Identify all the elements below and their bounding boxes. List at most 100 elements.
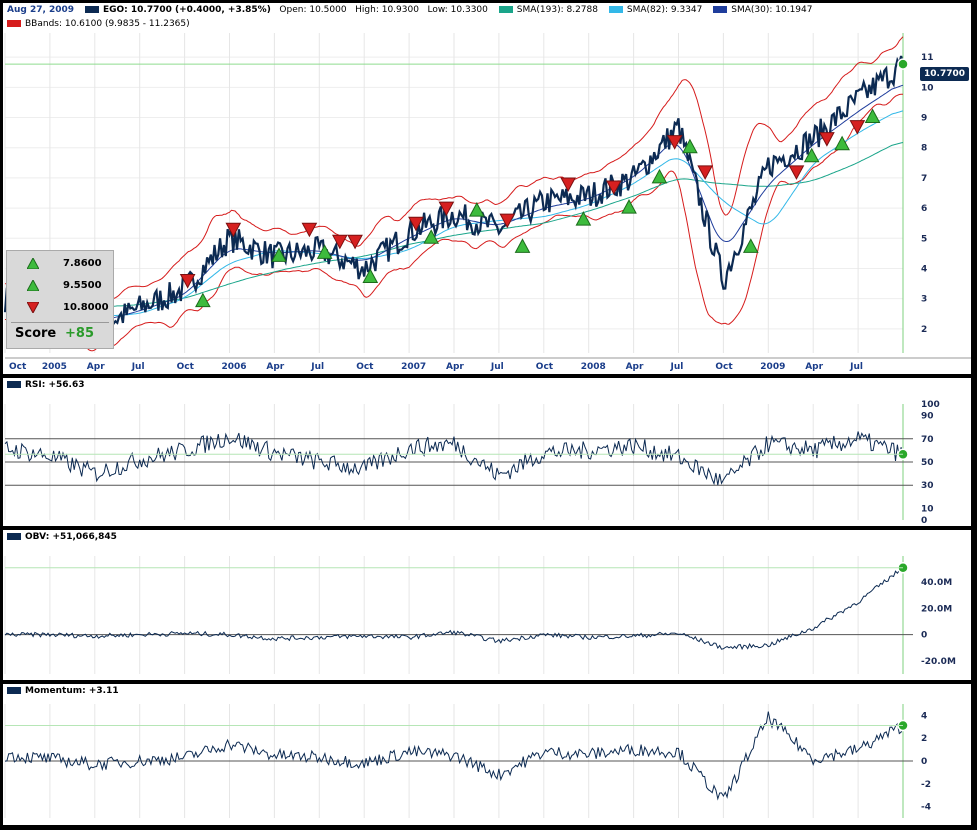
buy-signal-icon (271, 247, 287, 262)
x-tick-label: 2007 (401, 362, 426, 372)
y-tick-label: 100 (921, 400, 940, 410)
score-label: Score (15, 326, 57, 341)
x-tick-label: Oct (9, 362, 27, 372)
bband-lower-line (5, 93, 903, 352)
buy-signal-icon (575, 211, 592, 226)
buy-signal-icon (742, 238, 759, 253)
y-tick-label: 0 (921, 757, 927, 767)
legend-sma82: SMA(82): 9.3347 (626, 5, 703, 15)
sell-signal-icon (408, 216, 424, 232)
x-tick-label: Oct (177, 362, 195, 372)
score-row-3: 10.8000 (7, 297, 113, 319)
y-tick-label: 7 (921, 174, 927, 184)
buy-signal-icon (834, 135, 850, 151)
sell-signal-icon (347, 234, 363, 250)
legend-bbands: BBands: 10.6100 (9.9835 - 11.2365) (25, 19, 190, 29)
score-value-2: 9.5500 (63, 280, 102, 291)
obv-panel: OBV: +51,066,845 -20.0M 0 20.0M 40.0M (3, 530, 971, 680)
y-tick-label: 9 (921, 114, 927, 124)
momentum-panel: Momentum: +3.11 -4 -2 0 2 4 (3, 684, 971, 825)
legend-low: Low: 10.3300 (427, 5, 488, 15)
x-tick-label: Jul (670, 362, 684, 372)
sma193-line (5, 142, 904, 308)
y-tick-label: -4 (921, 803, 931, 813)
rsi-line (4, 431, 904, 486)
x-tick-label: Oct (356, 362, 374, 372)
score-value: +85 (65, 326, 94, 341)
x-tick-label: 2009 (760, 362, 785, 372)
obv-label: OBV: +51,066,845 (25, 532, 117, 542)
buy-signal-icon (682, 138, 698, 154)
y-tick-label: 0 (921, 631, 927, 641)
bbands-swatch (7, 20, 21, 27)
y-tick-label: 20.0M (921, 604, 952, 614)
score-row-1: 7.8600 (7, 253, 113, 275)
y-tick-label: 3 (921, 295, 927, 305)
rsi-legend: RSI: +56.63 (3, 378, 85, 392)
legend-high: High: 10.9300 (355, 5, 419, 15)
legend-sma30: SMA(30): 10.1947 (731, 5, 813, 15)
score-value-1: 7.8600 (63, 258, 102, 269)
y-tick-label: 50 (921, 458, 934, 468)
buy-signal-icon (316, 244, 333, 259)
y-tick-label: 11 (921, 53, 934, 63)
x-tick-label: Oct (536, 362, 554, 372)
buy-signal-icon (803, 147, 820, 163)
momentum-label: Momentum: +3.11 (25, 686, 119, 696)
y-tick-label: 5 (921, 234, 927, 244)
x-tick-label: Apr (266, 362, 284, 372)
legend-ego: EGO: 10.7700 (+0.4000, +3.85%) (102, 5, 271, 15)
x-tick-label: 2008 (581, 362, 606, 372)
y-tick-label: 6 (921, 204, 927, 214)
y-tick-label: 4 (921, 711, 927, 721)
x-tick-label: Jul (849, 362, 863, 372)
y-tick-label: 2 (921, 325, 927, 335)
buy-signal-icon (468, 202, 485, 217)
score-box: 7.8600 9.5500 10.8000 Score +85 (6, 250, 114, 349)
buy-signal-icon (864, 108, 881, 124)
sma30-swatch (713, 6, 728, 13)
rsi-swatch (7, 381, 21, 388)
sell-signal-icon (499, 213, 516, 229)
rsi-panel: RSI: +56.63 0 10 30 50 70 90 100 (3, 378, 971, 526)
momentum-legend: Momentum: +3.11 (3, 684, 119, 698)
buy-triangle-icon (27, 258, 39, 269)
price-legend: Aug 27, 2009 EGO: 10.7700 (+0.4000, +3.8… (3, 3, 812, 31)
legend-open: Open: 10.5000 (279, 5, 347, 15)
y-tick-label: 30 (921, 481, 934, 491)
sell-signal-icon (225, 222, 242, 238)
buy-signal-icon (514, 238, 531, 253)
sell-signal-icon (179, 274, 196, 289)
x-tick-label: Jul (310, 362, 324, 372)
sell-signal-icon (301, 222, 318, 238)
y-tick-label: 10 (921, 83, 934, 93)
price-chart: 2 3 4 5 6 7 8 9 10 11 Oct 2005 Apr Jul Oct 2006 Apr Jul Oc… (3, 33, 971, 372)
y-tick-label: 4 (921, 264, 927, 274)
buy-signal-icon (651, 168, 668, 184)
momentum-chart: -4 -2 0 2 4 (4, 704, 931, 818)
buy-signal-icon (423, 229, 440, 244)
x-tick-label: Apr (87, 362, 105, 372)
price-panel: Aug 27, 2009 EGO: 10.7700 (+0.4000, +3.8… (3, 3, 971, 374)
legend-date: Aug 27, 2009 (7, 5, 75, 15)
y-tick-label: 0 (921, 516, 927, 526)
buy-signal-icon (195, 292, 211, 308)
y-tick-label: 2 (921, 734, 927, 744)
x-tick-label: Oct (715, 362, 733, 372)
sell-signal-icon (697, 165, 713, 180)
x-tick-label: Apr (626, 362, 644, 372)
obv-swatch (7, 533, 21, 540)
momentum-swatch (7, 687, 21, 694)
y-tick-label: 90 (921, 412, 934, 422)
last-price-badge: 10.7700 (920, 67, 969, 81)
y-tick-label: 8 (921, 144, 927, 154)
sell-triangle-icon (27, 302, 39, 313)
sell-signal-icon (605, 180, 622, 196)
sell-signal-icon (788, 165, 805, 180)
y-tick-label: -20.0M (921, 657, 956, 667)
score-value-3: 10.8000 (63, 302, 109, 313)
sell-signal-icon (560, 177, 576, 192)
ego-swatch (84, 6, 99, 13)
rsi-label: RSI: +56.63 (25, 380, 85, 390)
